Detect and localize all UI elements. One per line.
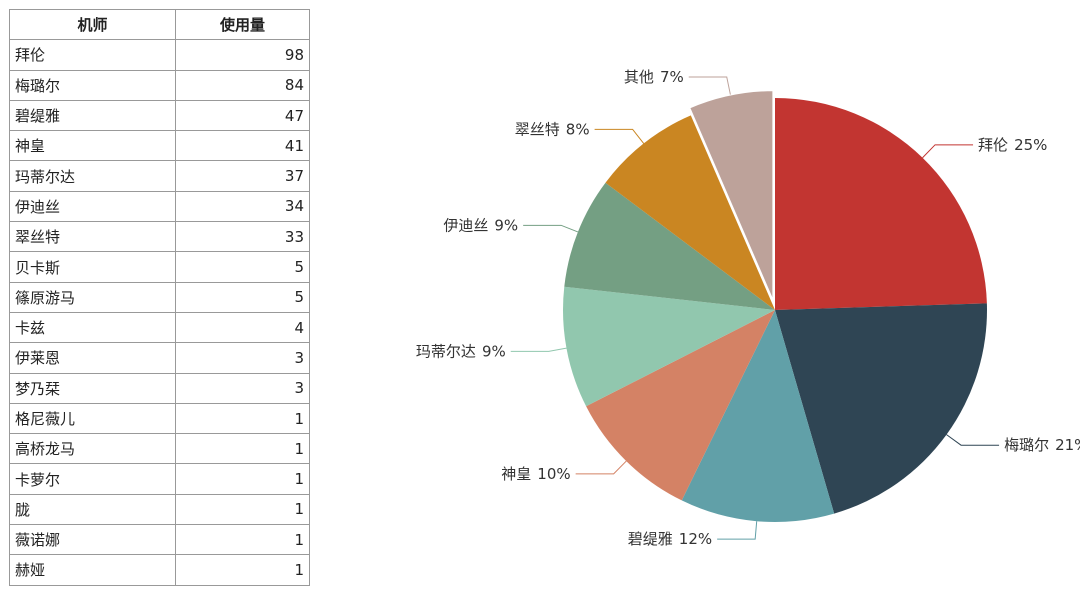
table-row: 赫娅 1 [9,554,310,586]
table-row: 伊迪丝 34 [9,190,310,223]
usage-value-cell: 1 [175,433,310,465]
usage-value-cell: 3 [175,372,310,404]
table-row: 格尼薇儿 1 [9,402,310,435]
usage-value-cell: 1 [175,554,310,586]
table-row: 梅璐尔 84 [9,69,310,101]
table-row: 卡兹 4 [9,311,310,344]
slice-label: 神皇 10% [501,465,570,483]
pilot-name-cell: 梦乃栞 [9,372,176,404]
usage-value-cell: 4 [175,311,310,344]
table-row: 篠原游马 5 [9,281,310,313]
table-row: 薇诺娜 1 [9,524,310,556]
pilot-name-cell: 薇诺娜 [9,524,176,556]
pilot-name-cell: 碧缇雅 [9,99,176,132]
table-header-row: 机师 使用量 [9,8,310,41]
usage-value-cell: 41 [175,130,310,162]
slice-label: 伊迪丝 9% [443,216,518,234]
pilot-name-cell: 玛蒂尔达 [9,160,176,192]
pilot-name-cell: 神皇 [9,130,176,162]
pie-slice[interactable] [775,98,987,310]
pie-slice[interactable] [586,310,775,501]
pilot-name-cell: 贝卡斯 [9,251,176,283]
slice-label: 拜伦 25% [978,136,1047,154]
label-leader-line [523,224,579,233]
table-row: 翠丝特 33 [9,221,310,253]
label-leader-line [688,76,731,95]
usage-value-cell: 37 [175,160,310,192]
pie-slice[interactable] [605,115,775,310]
pilot-name-cell: 伊迪丝 [9,190,176,223]
table-row: 拜伦 98 [9,39,310,71]
table-row: 神皇 41 [9,130,310,162]
pie-slice[interactable] [775,303,987,514]
label-leader-line [575,460,627,475]
label-leader-line [946,434,1000,446]
table-row: 贝卡斯 5 [9,251,310,283]
label-leader-line [922,144,974,159]
slice-label: 翠丝特 8% [515,120,590,138]
column-header-usage: 使用量 [175,8,310,41]
usage-value-cell: 34 [175,190,310,223]
label-leader-line [510,347,567,352]
table-row: 伊莱恩 3 [9,342,310,374]
pie-slice[interactable] [563,286,775,407]
slice-label: 其他 7% [624,68,684,86]
usage-value-cell: 47 [175,99,310,132]
pie-slice[interactable] [564,182,775,310]
usage-value-cell: 98 [175,39,310,71]
label-leader-line [594,128,645,144]
table-row: 碧缇雅 47 [9,99,310,132]
table-row: 高桥龙马 1 [9,433,310,465]
pilot-name-cell: 格尼薇儿 [9,402,176,435]
usage-value-cell: 1 [175,402,310,435]
column-header-pilot: 机师 [9,8,176,41]
pilot-name-cell: 翠丝特 [9,221,176,253]
slice-label: 玛蒂尔达 9% [416,342,506,360]
table-row: 玛蒂尔达 37 [9,160,310,192]
pilot-name-cell: 卡兹 [9,311,176,344]
slice-label: 碧缇雅 12% [628,530,712,548]
pie-slice[interactable] [681,310,835,522]
usage-table: 机师 使用量 拜伦 98 梅璐尔 84 碧缇雅 47 神皇 41 玛蒂尔达 37 伊迪丝 34 翠丝特 3… [9,8,310,586]
usage-value-cell: 1 [175,493,310,526]
pilot-name-cell: 赫娅 [9,554,176,586]
pilot-name-cell: 伊莱恩 [9,342,176,374]
label-leader-line [717,521,758,540]
usage-value-cell: 84 [175,69,310,101]
pilot-name-cell: 篠原游马 [9,281,176,313]
pilot-name-cell: 卡萝尔 [9,463,176,495]
table-row: 梦乃栞 3 [9,372,310,404]
usage-value-cell: 33 [175,221,310,253]
